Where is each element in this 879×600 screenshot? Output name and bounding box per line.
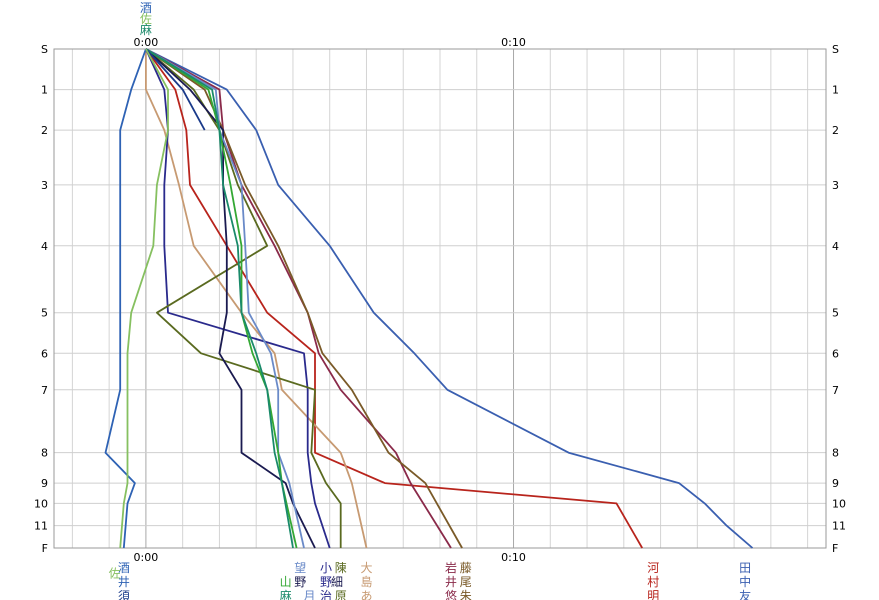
- y-tick-label-left: 8: [41, 447, 48, 460]
- runner-name-char: 大: [360, 561, 372, 575]
- y-tick-label-right: 7: [832, 384, 839, 397]
- runner-name-char: 小: [320, 561, 332, 575]
- runner-name-char: 友: [739, 589, 751, 600]
- runner-name-char: 井: [118, 575, 130, 589]
- y-tick-label-right: F: [832, 542, 838, 555]
- runner-name-char: 中: [739, 574, 751, 589]
- runner-name-char: 原: [335, 589, 347, 600]
- y-tick-label-right: 2: [832, 124, 839, 137]
- series-line: [145, 48, 342, 548]
- y-tick-label-left: 3: [41, 179, 48, 192]
- start-name-char: 酒: [140, 1, 152, 15]
- runner-name-char: 酒: [118, 561, 130, 575]
- y-tick-label-right: 8: [832, 447, 839, 460]
- y-tick-label-right: 3: [832, 179, 839, 192]
- series-line: [145, 48, 643, 549]
- x-tick-label-top: 0:00: [134, 36, 159, 49]
- runner-name-char: 悠: [445, 588, 457, 600]
- y-tick-label-left: 4: [41, 240, 48, 253]
- runner-name-char: 須: [118, 589, 130, 600]
- series-line: [119, 48, 169, 549]
- series-line: [145, 48, 294, 549]
- series-line: [145, 48, 305, 549]
- runner-name-char: 尾: [460, 575, 472, 589]
- y-tick-label-right: 11: [832, 520, 846, 533]
- y-tick-label-right: 5: [832, 307, 839, 320]
- series-lines: [104, 48, 754, 549]
- y-tick-label-right: 4: [832, 240, 839, 253]
- runner-name-char: 野: [320, 575, 332, 589]
- y-tick-label-left: 2: [41, 124, 48, 137]
- y-tick-label-right: 6: [832, 347, 839, 360]
- runner-name-char: あ: [360, 589, 372, 600]
- grid: [53, 48, 827, 549]
- runner-name-char: 田: [739, 561, 751, 575]
- y-tick-label-left: 6: [41, 347, 48, 360]
- series-line: [145, 48, 754, 549]
- runner-name-char: 明: [647, 589, 659, 600]
- runner-name-char: 麻: [280, 588, 292, 600]
- y-tick-label-left: S: [41, 43, 48, 56]
- y-tick-label-left: 10: [34, 497, 48, 510]
- runner-name-char: 山: [280, 575, 292, 589]
- start-name-labels: 酒佐麻: [140, 1, 152, 37]
- y-tick-label-left: 5: [41, 307, 48, 320]
- runner-name-char: 月: [303, 589, 315, 600]
- y-tick-label-right: 9: [832, 477, 839, 490]
- runner-name-char: 治: [320, 589, 332, 600]
- y-tick-label-left: 7: [41, 384, 48, 397]
- runner-name-char: 島: [360, 574, 372, 589]
- x-tick-label-top: 0:10: [501, 36, 526, 49]
- runner-name-char: 河: [647, 561, 659, 575]
- runner-name-char: 細: [331, 575, 343, 589]
- y-tick-label-right: 10: [832, 497, 846, 510]
- start-name-char: 佐: [140, 12, 152, 26]
- runner-name-char: 村: [647, 575, 659, 589]
- series-line: [104, 48, 147, 549]
- y-tick-label-left: F: [42, 542, 48, 555]
- y-tick-label-right: S: [832, 43, 839, 56]
- x-tick-label-bottom: 0:10: [501, 551, 526, 564]
- y-tick-label-left: 11: [34, 520, 48, 533]
- runner-name-char: 望: [294, 561, 306, 575]
- runner-name-char: 井: [445, 575, 457, 589]
- y-tick-label-right: 1: [832, 84, 839, 97]
- runner-name-char: 岩: [445, 560, 457, 575]
- y-tick-label-left: 1: [41, 84, 48, 97]
- start-name-char: 麻: [140, 22, 152, 37]
- runner-name-char: 佐: [109, 567, 121, 581]
- runner-name-char: 陳: [335, 561, 347, 575]
- runner-name-char: 藤: [460, 561, 472, 575]
- series-line: [145, 48, 206, 131]
- runner-name-char: 朱: [460, 589, 472, 600]
- y-tick-label-left: 9: [41, 477, 48, 490]
- x-tick-label-bottom: 0:00: [134, 551, 159, 564]
- plot-border: [53, 48, 827, 549]
- runner-name-char: 野: [294, 575, 306, 589]
